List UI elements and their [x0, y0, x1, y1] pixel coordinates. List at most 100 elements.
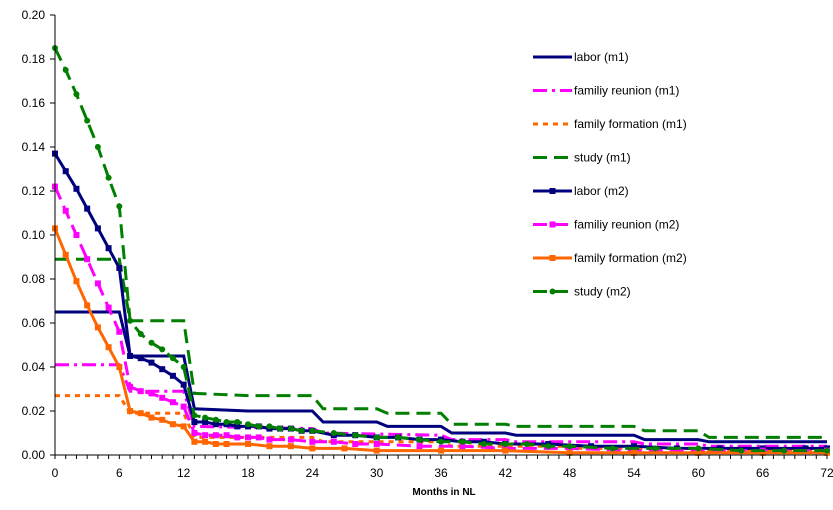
series-5-point-7 [116, 265, 123, 271]
series-7-point-4 [84, 302, 91, 309]
legend-label-5: labor (m2) [574, 184, 629, 198]
series-6-point-20 [255, 434, 262, 441]
series-7-point-22 [341, 445, 348, 452]
x-tick-label: 36 [434, 466, 448, 480]
x-tick-label: 0 [52, 466, 59, 480]
axes: 0.00 0.02 0.04 0.06 0.08 0.10 0.12 0.14 0.16 0.18… [22, 8, 833, 480]
series-7-point-26 [566, 449, 573, 456]
series-8-point-16 [212, 416, 219, 423]
series-8-point-22 [277, 425, 284, 432]
series-7-point-9 [137, 410, 144, 417]
series-8-point-40 [695, 445, 702, 452]
series-5-point-9 [137, 355, 144, 362]
series-7-point-25 [502, 447, 509, 454]
series-5-point-14 [191, 419, 198, 425]
series-5-point-16 [212, 421, 219, 428]
series-8-point-15 [202, 414, 209, 421]
series-8-point-33 [480, 441, 487, 447]
series-8-point-26 [330, 430, 337, 436]
legend-marker-5 [549, 188, 556, 194]
series-8-point-10 [148, 339, 155, 346]
series-8-point-34 [502, 441, 509, 447]
series-8-point-39 [652, 445, 659, 452]
series-6-point-6 [105, 304, 112, 311]
series-6-point-16 [212, 432, 219, 439]
series-8-point-7 [116, 203, 123, 210]
series-5-point-37 [631, 443, 637, 450]
series-7-point-11 [159, 416, 166, 423]
series-8-point-12 [169, 355, 176, 362]
legend-label-4: study (m1) [574, 151, 631, 165]
y-tick-label: 0.14 [22, 140, 46, 154]
x-tick-label: 12 [177, 466, 191, 480]
legend-label-6: familiy reunion (m2) [574, 218, 679, 232]
series-7-point-6 [105, 344, 112, 351]
series-7-point-12 [169, 421, 176, 428]
series-8-point-29 [395, 434, 402, 441]
series-8-point-38 [609, 445, 616, 452]
series-5-point-18 [234, 423, 241, 430]
series-8-point-6 [105, 174, 112, 181]
series-7-point-10 [148, 414, 155, 421]
series-8-point-35 [523, 441, 530, 447]
series-6-point-9 [137, 388, 144, 395]
series-7-point-7 [116, 364, 123, 370]
series-8-point-21 [266, 423, 273, 430]
series-line-6 [53, 185, 827, 453]
series-8-point-19 [245, 421, 251, 428]
series-8-point-23 [287, 425, 294, 432]
series-6-point-8 [127, 383, 134, 390]
series-5-point-3 [73, 185, 80, 192]
legend-label-8: study (m2) [574, 285, 631, 299]
series-6-point-13 [180, 403, 187, 410]
series-7-point-8 [127, 408, 134, 414]
series-8-point-25 [309, 427, 316, 434]
series-line-7 [53, 227, 827, 455]
series-8-point-43 [824, 447, 830, 454]
y-tick-label: 0.02 [22, 404, 46, 418]
legend-marker-7 [549, 255, 556, 261]
legend-marker-6 [549, 221, 556, 228]
series-7-point-16 [212, 441, 219, 447]
series-7-point-3 [73, 278, 80, 285]
y-tick-label: 0.12 [22, 184, 46, 198]
series-6-point-28 [459, 443, 466, 450]
series-6-point-22 [287, 436, 294, 443]
series-8-point-18 [234, 419, 241, 425]
series-6-point-7 [116, 328, 123, 335]
series-8-point-24 [298, 427, 305, 434]
series-7-point-2 [62, 251, 69, 258]
series-6-point-25 [352, 441, 359, 447]
series-8-point-30 [416, 436, 423, 443]
series-6-point-4 [84, 256, 91, 263]
series-line-4 [55, 257, 827, 439]
series-7-point-13 [180, 423, 187, 430]
x-tick-label: 60 [692, 466, 706, 480]
series-6-point-18 [234, 434, 241, 441]
series-7-point-18 [245, 441, 251, 447]
series-8-point-13 [180, 364, 187, 370]
series-5-point-15 [202, 419, 209, 425]
x-tick-label: 6 [116, 466, 123, 480]
x-tick-label: 72 [820, 466, 833, 480]
series-8-point-3 [73, 91, 80, 98]
series-8-point-37 [566, 443, 573, 450]
x-tick-label: 24 [306, 466, 320, 480]
series-5-point-11 [159, 366, 166, 373]
y-tick-label: 0.20 [22, 8, 46, 22]
x-tick-label: 30 [370, 466, 384, 480]
legend-label-7: family formation (m2) [574, 251, 687, 265]
series-8-point-28 [373, 434, 380, 441]
series-7-point-24 [438, 447, 444, 454]
series-7-point-29 [759, 449, 766, 456]
y-tick-label: 0.08 [22, 272, 46, 286]
series-5-point-13 [180, 381, 187, 388]
series-8-point-27 [352, 432, 359, 439]
series-6-point-21 [266, 436, 273, 443]
y-tick-label: 0.06 [22, 316, 46, 330]
series-7-point-20 [287, 443, 294, 450]
series-8-point-2 [62, 67, 69, 73]
series-8-point-4 [84, 117, 91, 124]
series-8-point-31 [438, 438, 444, 445]
series-8-point-36 [545, 443, 552, 450]
